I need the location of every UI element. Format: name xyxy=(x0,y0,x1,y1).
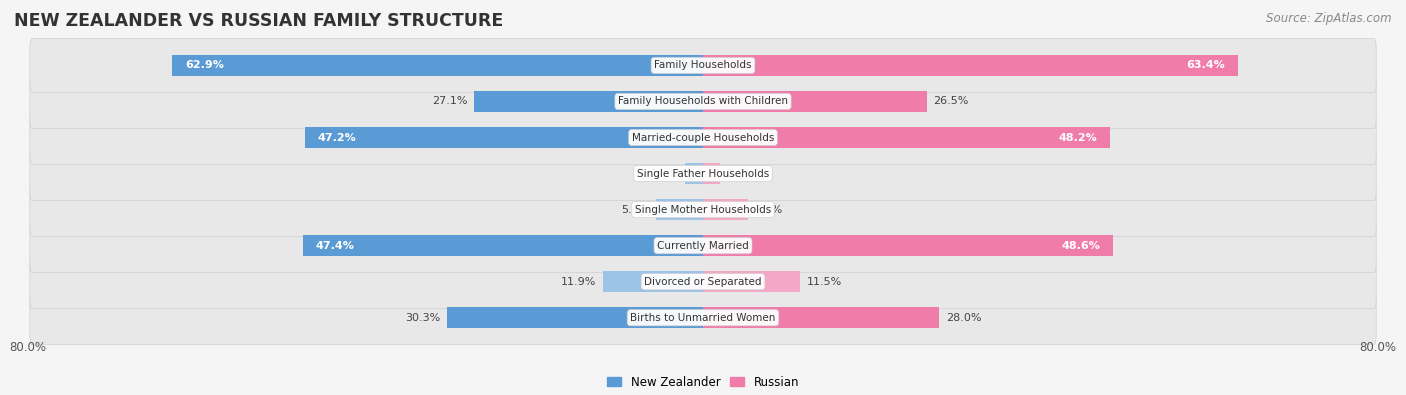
Text: Single Father Households: Single Father Households xyxy=(637,169,769,179)
FancyBboxPatch shape xyxy=(30,38,1376,92)
Text: Married-couple Households: Married-couple Households xyxy=(631,132,775,143)
Bar xyxy=(703,55,1237,76)
Bar xyxy=(474,91,703,112)
Text: 5.3%: 5.3% xyxy=(755,205,783,214)
Legend: New Zealander, Russian: New Zealander, Russian xyxy=(602,371,804,393)
Bar xyxy=(447,307,703,328)
Text: 26.5%: 26.5% xyxy=(934,96,969,107)
Text: Single Mother Households: Single Mother Households xyxy=(636,205,770,214)
Bar xyxy=(603,271,703,292)
Text: Births to Unmarried Women: Births to Unmarried Women xyxy=(630,313,776,323)
Bar xyxy=(703,235,1114,256)
Text: Family Households with Children: Family Households with Children xyxy=(619,96,787,107)
FancyBboxPatch shape xyxy=(30,218,1376,273)
Text: Source: ZipAtlas.com: Source: ZipAtlas.com xyxy=(1267,12,1392,25)
Bar xyxy=(173,55,703,76)
Bar xyxy=(703,127,1109,148)
Bar xyxy=(305,127,703,148)
FancyBboxPatch shape xyxy=(30,182,1376,237)
FancyBboxPatch shape xyxy=(30,291,1376,345)
Text: Currently Married: Currently Married xyxy=(657,241,749,251)
FancyBboxPatch shape xyxy=(30,74,1376,128)
Bar xyxy=(703,271,800,292)
Text: NEW ZEALANDER VS RUSSIAN FAMILY STRUCTURE: NEW ZEALANDER VS RUSSIAN FAMILY STRUCTUR… xyxy=(14,12,503,30)
Text: 47.2%: 47.2% xyxy=(318,132,356,143)
FancyBboxPatch shape xyxy=(30,255,1376,309)
FancyBboxPatch shape xyxy=(30,111,1376,165)
Text: 27.1%: 27.1% xyxy=(432,96,468,107)
FancyBboxPatch shape xyxy=(30,147,1376,201)
Bar xyxy=(304,235,703,256)
Text: 2.1%: 2.1% xyxy=(650,169,679,179)
Text: 30.3%: 30.3% xyxy=(405,313,440,323)
Text: 63.4%: 63.4% xyxy=(1187,60,1225,70)
Bar xyxy=(703,163,720,184)
Text: 47.4%: 47.4% xyxy=(316,241,354,251)
Text: Family Households: Family Households xyxy=(654,60,752,70)
Text: Divorced or Separated: Divorced or Separated xyxy=(644,276,762,287)
Text: 28.0%: 28.0% xyxy=(946,313,981,323)
Text: 11.5%: 11.5% xyxy=(807,276,842,287)
Text: 48.2%: 48.2% xyxy=(1059,132,1097,143)
Bar xyxy=(703,91,927,112)
Text: 2.0%: 2.0% xyxy=(727,169,755,179)
Text: 62.9%: 62.9% xyxy=(186,60,224,70)
Bar xyxy=(655,199,703,220)
Text: 11.9%: 11.9% xyxy=(561,276,596,287)
Text: 48.6%: 48.6% xyxy=(1062,241,1101,251)
Text: 5.6%: 5.6% xyxy=(621,205,650,214)
Bar xyxy=(703,307,939,328)
Bar xyxy=(685,163,703,184)
Bar xyxy=(703,199,748,220)
